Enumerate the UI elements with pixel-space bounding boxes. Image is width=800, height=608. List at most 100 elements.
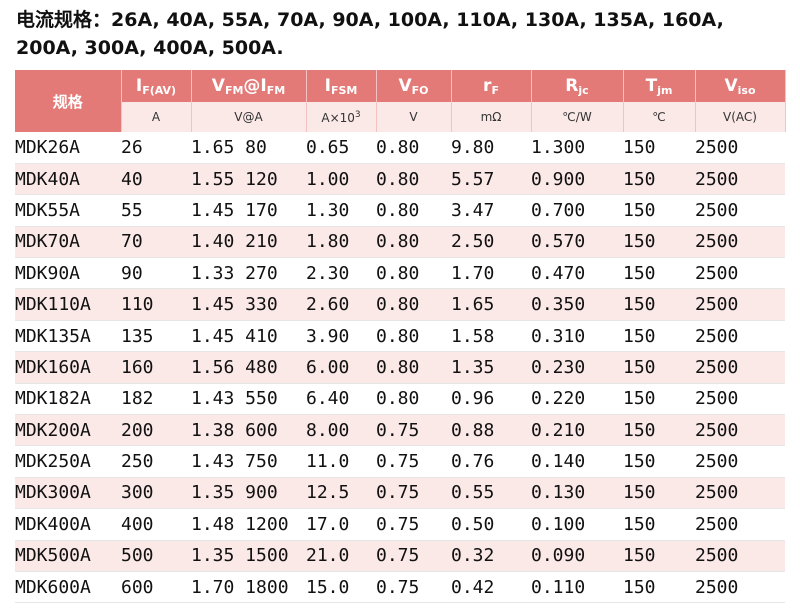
rjc-cell: 0.130: [531, 477, 623, 510]
rjc-cell: 0.700: [531, 194, 623, 227]
vfo-cell: 0.80: [376, 288, 451, 321]
table-row: MDK500A 500 1.35 1500 21.0 0.75 0.32 0.090 150 2…: [15, 540, 785, 572]
vfo-cell: 0.80: [376, 257, 451, 290]
ifsm-cell: 6.40: [306, 383, 376, 416]
model-cell: MDK500A: [15, 540, 121, 572]
if-av-cell: 250: [121, 445, 191, 478]
unit-tjm: ℃: [623, 102, 696, 132]
rf-cell: 1.58: [451, 320, 531, 353]
model-cell: MDK90A: [15, 257, 121, 290]
model-cell: MDK300A: [15, 477, 121, 510]
table-row: MDK55A 55 1.45 170 1.30 0.80 3.47 0.700 150 2500: [15, 194, 785, 227]
ifsm-cell: 6.00: [306, 351, 376, 384]
tjm-cell: 150: [623, 383, 695, 416]
model-cell: MDK40A: [15, 163, 121, 196]
rf-cell: 3.47: [451, 194, 531, 227]
ifsm-cell: 1.00: [306, 163, 376, 196]
vfm-ifm-cell: 1.45 170: [191, 194, 306, 227]
rjc-cell: 0.210: [531, 414, 623, 447]
ifsm-cell: 12.5: [306, 477, 376, 510]
ifsm-cell: 0.65: [306, 132, 376, 164]
tjm-cell: 150: [623, 226, 695, 259]
table-row: MDK300A 300 1.35 900 12.5 0.75 0.55 0.130 150 25…: [15, 477, 785, 510]
vfo-cell: 0.80: [376, 351, 451, 384]
model-cell: MDK182A: [15, 383, 121, 416]
if-av-cell: 110: [121, 288, 191, 321]
model-cell: MDK160A: [15, 351, 121, 384]
ifsm-cell: 1.30: [306, 194, 376, 227]
ifsm-cell: 1.80: [306, 226, 376, 259]
rjc-cell: 0.900: [531, 163, 623, 196]
rf-cell: 2.50: [451, 226, 531, 259]
ifsm-cell: 8.00: [306, 414, 376, 447]
rf-cell: 0.42: [451, 571, 531, 604]
rjc-cell: 0.110: [531, 571, 623, 604]
table-row: MDK110A 110 1.45 330 2.60 0.80 1.65 0.350 150 25…: [15, 288, 785, 321]
table-row: MDK26A 26 1.65 80 0.65 0.80 9.80 1.300 150 2500: [15, 132, 785, 164]
vfm-ifm-cell: 1.55 120: [191, 163, 306, 196]
vfm-ifm-cell: 1.43 550: [191, 383, 306, 416]
rf-cell: 0.32: [451, 540, 531, 572]
rjc-cell: 0.570: [531, 226, 623, 259]
if-av-cell: 55: [121, 194, 191, 227]
rjc-cell: 0.310: [531, 320, 623, 353]
unit-vfo: V: [376, 102, 452, 132]
vfo-cell: 0.80: [376, 383, 451, 416]
rjc-cell: 0.220: [531, 383, 623, 416]
vfm-ifm-cell: 1.48 1200: [191, 508, 306, 541]
viso-cell: 2500: [695, 163, 785, 196]
rf-cell: 5.57: [451, 163, 531, 196]
rf-cell: 0.55: [451, 477, 531, 510]
tjm-cell: 150: [623, 257, 695, 290]
tjm-cell: 150: [623, 571, 695, 604]
rf-cell: 1.65: [451, 288, 531, 321]
table-row: MDK250A 250 1.43 750 11.0 0.75 0.76 0.140 150 25…: [15, 445, 785, 478]
table-row: MDK200A 200 1.38 600 8.00 0.75 0.88 0.210 150 25…: [15, 414, 785, 447]
ifsm-cell: 21.0: [306, 540, 376, 572]
model-cell: MDK200A: [15, 414, 121, 447]
spec-table: 规格 IF(AV) VFM@IFM IFSM VFO rF Rjc Tjm Vi…: [15, 70, 786, 604]
ifsm-cell: 2.30: [306, 257, 376, 290]
col-header-rf: rF: [451, 70, 532, 102]
if-av-cell: 400: [121, 508, 191, 541]
tjm-cell: 150: [623, 320, 695, 353]
vfo-cell: 0.75: [376, 445, 451, 478]
unit-viso: V(AC): [695, 102, 786, 132]
unit-if-av: A: [121, 102, 192, 132]
col-header-vfm-ifm: VFM@IFM: [191, 70, 307, 102]
current-spec-heading: 电流规格：26A, 40A, 55A, 70A, 90A, 100A, 110A…: [16, 9, 724, 59]
vfm-ifm-cell: 1.38 600: [191, 414, 306, 447]
table-row: MDK70A 70 1.40 210 1.80 0.80 2.50 0.570 150 2500: [15, 226, 785, 259]
rf-cell: 0.88: [451, 414, 531, 447]
col-header-ifsm: IFSM: [306, 70, 377, 102]
viso-cell: 2500: [695, 383, 785, 416]
vfm-ifm-cell: 1.40 210: [191, 226, 306, 259]
vfo-cell: 0.75: [376, 540, 451, 572]
rf-cell: 0.76: [451, 445, 531, 478]
rf-cell: 0.96: [451, 383, 531, 416]
spec-column-header: 规格: [15, 70, 122, 132]
ifsm-cell: 2.60: [306, 288, 376, 321]
if-av-cell: 135: [121, 320, 191, 353]
table-row: MDK135A 135 1.45 410 3.90 0.80 1.58 0.310 150 25…: [15, 320, 785, 353]
unit-ifsm: A×103: [306, 102, 377, 132]
vfm-ifm-cell: 1.65 80: [191, 132, 306, 164]
if-av-cell: 500: [121, 540, 191, 572]
model-cell: MDK250A: [15, 445, 121, 478]
model-cell: MDK26A: [15, 132, 121, 164]
unit-rf: mΩ: [451, 102, 532, 132]
rf-cell: 9.80: [451, 132, 531, 164]
vfm-ifm-cell: 1.33 270: [191, 257, 306, 290]
viso-cell: 2500: [695, 508, 785, 541]
rjc-cell: 0.350: [531, 288, 623, 321]
vfm-ifm-cell: 1.43 750: [191, 445, 306, 478]
unit-rjc: ℃/W: [531, 102, 624, 132]
ifsm-cell: 15.0: [306, 571, 376, 604]
if-av-cell: 26: [121, 132, 191, 164]
col-header-viso: Viso: [695, 70, 786, 102]
if-av-cell: 182: [121, 383, 191, 416]
vfm-ifm-cell: 1.56 480: [191, 351, 306, 384]
tjm-cell: 150: [623, 351, 695, 384]
rjc-cell: 0.100: [531, 508, 623, 541]
viso-cell: 2500: [695, 320, 785, 353]
